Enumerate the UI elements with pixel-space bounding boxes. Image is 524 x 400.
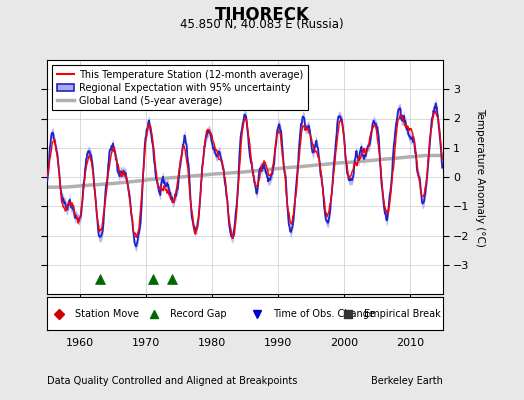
Text: 2000: 2000 [330, 338, 358, 348]
Text: 2010: 2010 [396, 338, 424, 348]
Legend: This Temperature Station (12-month average), Regional Expectation with 95% uncer: This Temperature Station (12-month avera… [52, 65, 308, 110]
Text: 1980: 1980 [198, 338, 226, 348]
Text: 45.850 N, 40.083 E (Russia): 45.850 N, 40.083 E (Russia) [180, 18, 344, 31]
Text: Empirical Break: Empirical Break [364, 309, 440, 318]
Text: Time of Obs. Change: Time of Obs. Change [272, 309, 375, 318]
Y-axis label: Temperature Anomaly (°C): Temperature Anomaly (°C) [475, 108, 485, 246]
Text: 1970: 1970 [132, 338, 160, 348]
Text: Station Move: Station Move [75, 309, 139, 318]
Text: Record Gap: Record Gap [170, 309, 226, 318]
Text: Data Quality Controlled and Aligned at Breakpoints: Data Quality Controlled and Aligned at B… [47, 376, 298, 386]
Text: 1960: 1960 [66, 338, 94, 348]
Text: TIHORECK: TIHORECK [214, 6, 310, 24]
Text: 1990: 1990 [264, 338, 292, 348]
Text: Berkeley Earth: Berkeley Earth [371, 376, 443, 386]
